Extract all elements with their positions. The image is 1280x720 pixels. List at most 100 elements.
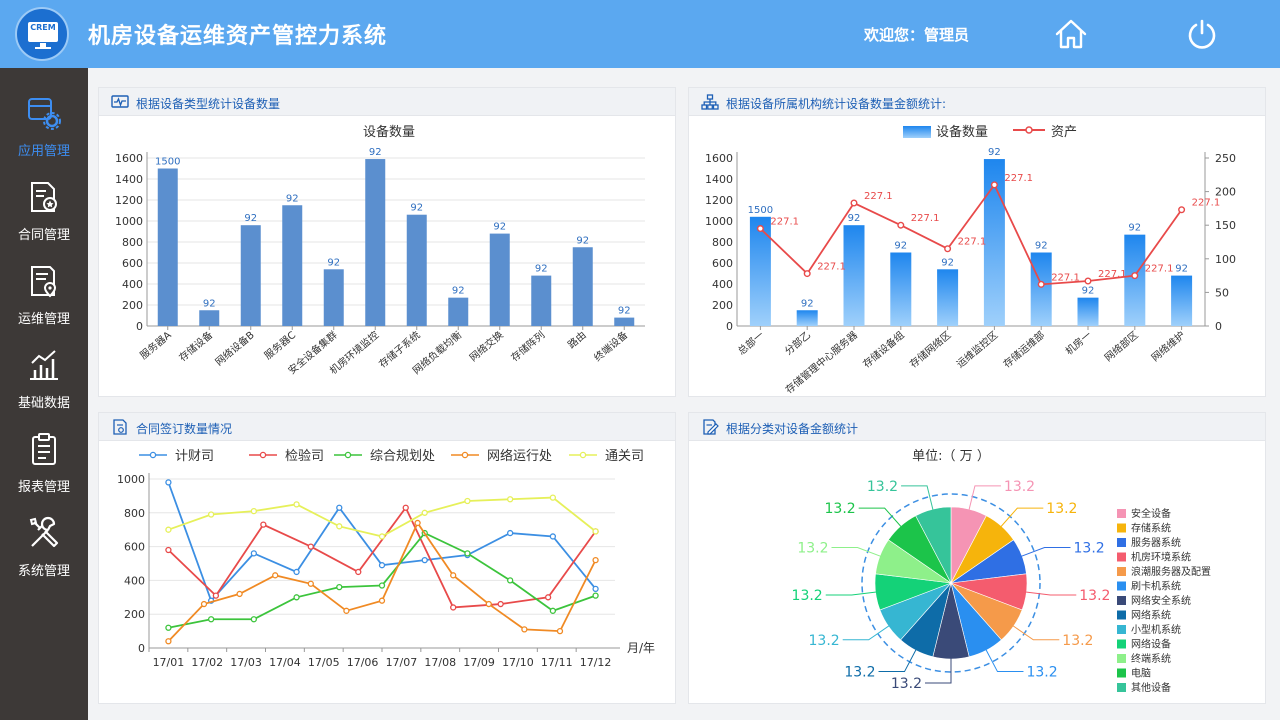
app-settings-icon xyxy=(28,98,61,130)
x-tick-label: 17/04 xyxy=(269,656,301,669)
sidebar-item-system-management[interactable]: 系统管理 xyxy=(0,502,88,586)
contract-line-chart: 计财司 检验司 综合规划处 网络运行处 通关司 0 200 400 600 800 1000 17/0… xyxy=(117,448,655,669)
bar-value-label: 1500 xyxy=(155,157,180,168)
line-point xyxy=(165,546,172,554)
sidebar-item-label: 报表管理 xyxy=(17,480,70,495)
line-point xyxy=(485,600,492,608)
legend-swatch xyxy=(1117,581,1126,591)
x-tick-label: 终端设备 xyxy=(591,328,630,364)
y-tick-label: 1000 xyxy=(705,215,733,228)
sidebar-item-report-management[interactable]: 报表管理 xyxy=(0,418,88,502)
x-tick-label: 网络交换 xyxy=(467,328,506,364)
bar xyxy=(890,252,912,326)
panel-title: 根据设备所属机构统计设备数量金额统计: xyxy=(726,97,947,111)
org-tree-icon xyxy=(701,94,719,110)
line-point xyxy=(293,501,300,508)
line-point xyxy=(307,543,314,550)
sidebar-item-label: 合同管理 xyxy=(17,228,70,243)
line-point xyxy=(1178,206,1186,214)
legend-label: 浪潮服务器及配置 xyxy=(1131,565,1211,578)
bar-value-label: 1500 xyxy=(748,205,773,216)
line-point xyxy=(355,568,362,576)
line-point xyxy=(207,511,215,518)
sidebar-item-app-management[interactable]: 应用管理 xyxy=(0,82,88,166)
series-line xyxy=(167,505,597,609)
line-point xyxy=(549,607,557,614)
legend-label: 资产 xyxy=(1051,125,1077,140)
bar xyxy=(448,297,469,326)
x-tick-label: 存储设备组 xyxy=(860,328,907,370)
line-point xyxy=(592,592,599,599)
y-tick-label: 1000 xyxy=(115,215,143,228)
power-icon[interactable] xyxy=(1186,18,1218,50)
bar xyxy=(1030,252,1052,326)
line-point xyxy=(464,550,471,557)
x-tick-label: 网络部区 xyxy=(1102,328,1141,364)
legend-marker xyxy=(149,451,157,459)
x-tick-label: 服务器A xyxy=(137,328,174,362)
bar-value-label: 92 xyxy=(535,264,548,275)
sidebar-item-label: 基础数据 xyxy=(17,396,70,411)
line-point xyxy=(336,584,343,591)
bar xyxy=(1171,275,1193,326)
line-point xyxy=(260,521,267,528)
pie-label-line xyxy=(858,507,904,530)
pie-label-line xyxy=(998,507,1044,530)
legend-marker xyxy=(259,451,267,459)
line-point xyxy=(165,624,172,631)
line-point xyxy=(803,270,811,278)
bar-value-label: 92 xyxy=(1128,223,1141,234)
bar xyxy=(199,310,220,326)
legend-label: 计财司 xyxy=(175,449,214,464)
tools-icon xyxy=(29,516,59,548)
pie-value-label: 13.2 xyxy=(891,676,922,692)
pie-label-line xyxy=(1009,623,1060,641)
pie-value-label: 13.2 xyxy=(1004,479,1035,495)
pie-label-line xyxy=(967,485,1001,514)
line-value-label: 227.1 xyxy=(864,191,893,202)
pie-label-line xyxy=(825,591,880,596)
pie-label-line xyxy=(878,646,918,673)
legend-label: 机房环境系统 xyxy=(1131,551,1191,564)
pie-value-label: 13.2 xyxy=(867,479,898,495)
line-point xyxy=(556,627,564,635)
line-point xyxy=(165,479,172,486)
y-tick-label: 1400 xyxy=(115,173,143,186)
x-tick-label: 17/06 xyxy=(347,656,379,669)
panel-header: 根据设备所属机构统计设备数量金额统计: xyxy=(689,88,1265,116)
y-tick-label: 1200 xyxy=(115,194,143,207)
legend-swatch-bar xyxy=(903,126,931,138)
home-icon[interactable] xyxy=(1054,18,1088,50)
x-tick-label: 网络设备B xyxy=(212,328,256,368)
pie-value-label: 13.2 xyxy=(1074,541,1105,557)
line-point xyxy=(897,221,905,229)
panel-device-type: 根据设备类型统计设备数量 设备数量 0 200 400 600 800 1000 1200 14… xyxy=(98,87,676,397)
sidebar-item-contract-management[interactable]: 合同管理 xyxy=(0,166,88,250)
legend-swatch xyxy=(1117,538,1126,547)
line-point xyxy=(343,607,350,614)
bar xyxy=(365,159,386,326)
line-point xyxy=(464,497,471,505)
pie-value-label: 13.2 xyxy=(825,501,856,517)
category-pie-chart: 单位:（ 万 ）13.213.213.213.213.213.213.213.2… xyxy=(792,449,1211,694)
bar xyxy=(489,233,510,326)
legend-swatch xyxy=(1117,596,1126,605)
y2-tick-label: 200 xyxy=(1215,186,1236,199)
sidebar: 应用管理 合同管理 运维管理 基础数据 xyxy=(0,68,88,720)
sidebar-item-ops-management[interactable]: 运维管理 xyxy=(0,250,88,334)
bar xyxy=(796,310,818,326)
line-point xyxy=(336,504,343,511)
legend-label: 设备数量 xyxy=(936,124,988,140)
line-point xyxy=(293,594,300,601)
sidebar-item-label: 应用管理 xyxy=(17,144,70,159)
edit-document-icon xyxy=(703,419,719,435)
y-tick-label: 800 xyxy=(712,236,733,249)
line-point xyxy=(592,528,599,535)
panel-header: 根据分类对设备金额统计 xyxy=(689,413,1265,441)
y-tick-label: 600 xyxy=(122,257,143,270)
line-point xyxy=(378,597,386,604)
line-value-label: 227.1 xyxy=(1098,269,1127,280)
legend-label: 通关司 xyxy=(605,449,644,464)
legend-marker xyxy=(461,451,469,459)
sidebar-item-basic-data[interactable]: 基础数据 xyxy=(0,334,88,418)
